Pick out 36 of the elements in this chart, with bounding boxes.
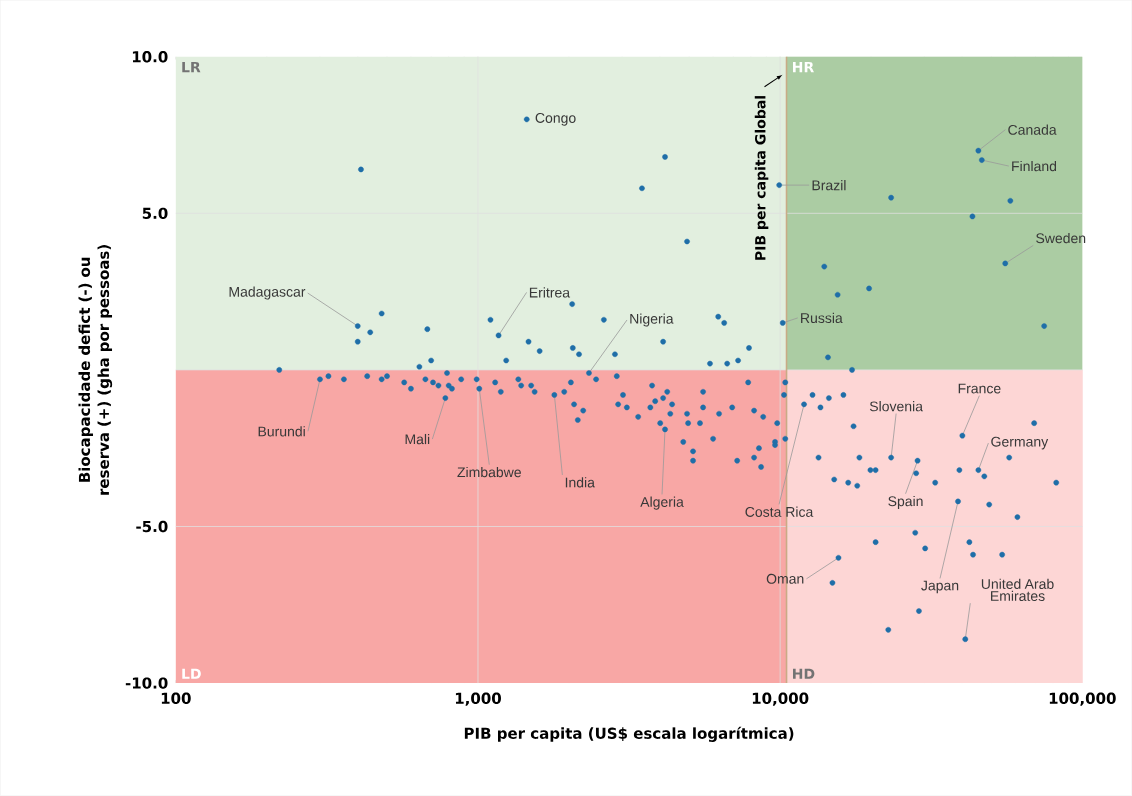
- annotation: Nigeria: [630, 313, 674, 327]
- ref-line-label: PIB per capita Global: [754, 96, 769, 260]
- annotation: Costa Rica: [745, 506, 814, 517]
- annotation: Canada: [1008, 124, 1057, 135]
- x-tick-label: 10,000: [752, 692, 809, 706]
- y-tick-label: 10.0: [132, 51, 168, 63]
- x-tick-label: 100,000: [1049, 692, 1116, 706]
- x-tick-label: 1,000: [455, 692, 501, 706]
- annotation: Spain: [888, 496, 923, 510]
- annotation: Russia: [801, 312, 843, 324]
- annotation: Brazil: [812, 180, 846, 191]
- annotation: Finland: [1012, 161, 1057, 172]
- band-label: HR: [793, 62, 814, 73]
- annotation: Eritrea: [529, 287, 571, 298]
- y-axis-title: Biocapacidade defict (-) ou reserva (+) (gha por pessoas): [78, 245, 113, 495]
- band-label: LD: [182, 668, 201, 679]
- annotation: Slovenia: [869, 401, 923, 412]
- y-tick-label: 5.0: [142, 207, 168, 220]
- band-label: HD: [793, 668, 815, 679]
- annotation: France: [958, 383, 1001, 394]
- x-tick-label: 100: [161, 692, 191, 705]
- annotation: Congo: [535, 113, 576, 126]
- annotation: Algeria: [640, 496, 684, 510]
- annotation: Zimbabwe: [457, 467, 521, 478]
- annotation: Madagascar: [229, 286, 306, 300]
- y-tick-label: -10.0: [125, 677, 168, 689]
- annotation: Germany: [991, 436, 1049, 450]
- band-label: LR: [182, 62, 201, 73]
- annotation: Burundi: [258, 426, 305, 437]
- x-axis-title: PIB per capita (US$ escala logarítmica): [464, 726, 794, 743]
- annotation: United Arab Emirates: [981, 578, 1054, 602]
- annotation: India: [565, 477, 595, 488]
- annotation: Japan: [921, 580, 959, 594]
- annotation: Oman: [766, 573, 804, 584]
- y-tick-label: -5.0: [136, 520, 168, 533]
- annotation: Mali: [405, 434, 430, 445]
